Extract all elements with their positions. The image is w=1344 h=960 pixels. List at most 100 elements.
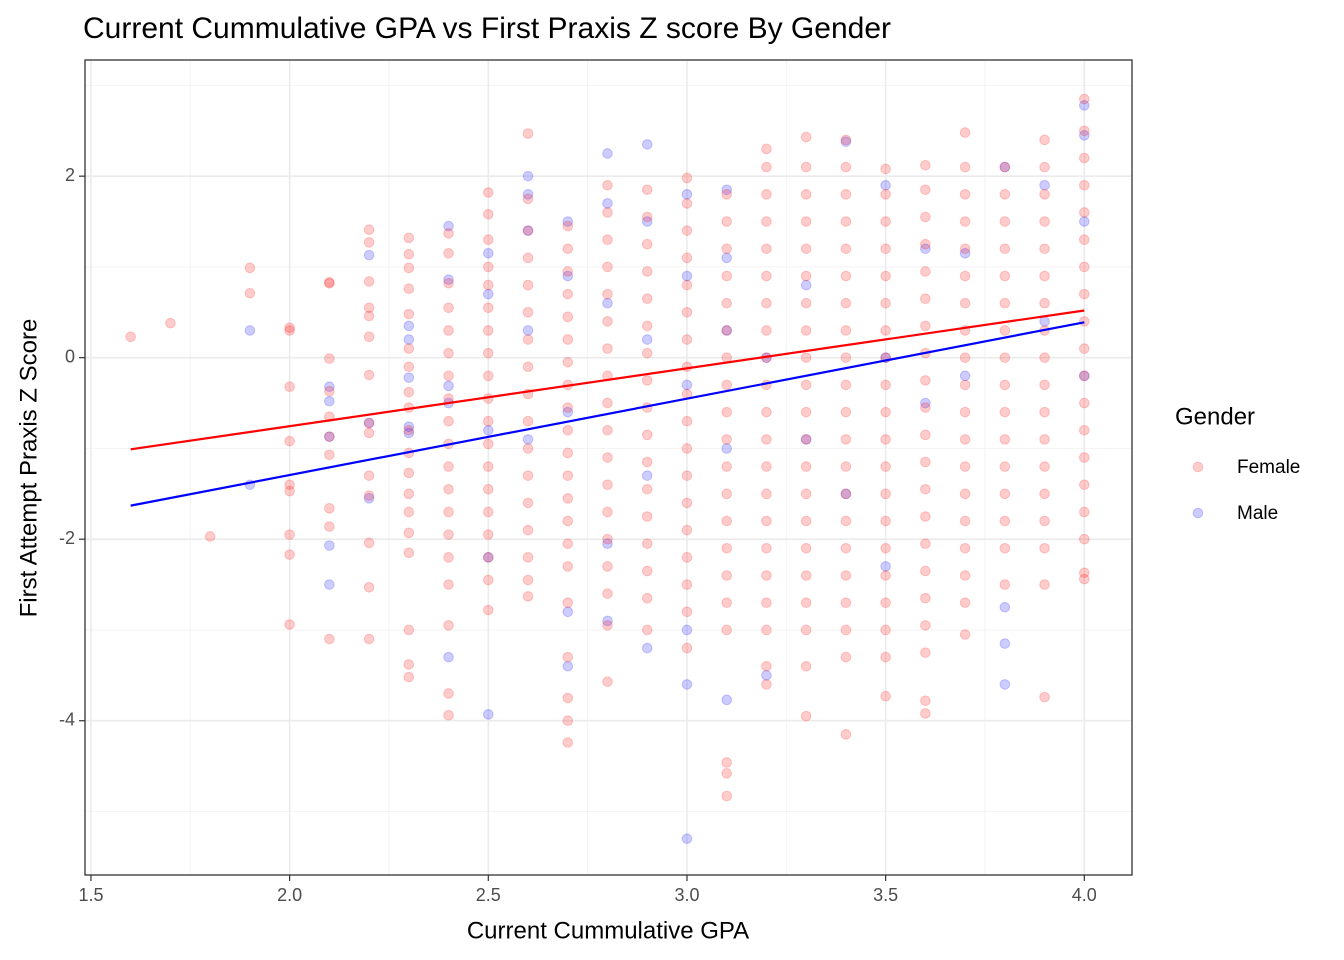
point <box>641 592 653 604</box>
point <box>483 279 494 291</box>
point <box>562 715 574 727</box>
point <box>483 529 494 540</box>
point <box>522 552 534 563</box>
point <box>1039 270 1050 282</box>
point <box>999 434 1011 445</box>
point <box>999 352 1011 363</box>
point <box>800 189 812 200</box>
point <box>800 570 812 581</box>
point <box>125 331 136 343</box>
point <box>363 276 375 287</box>
point <box>602 561 613 572</box>
point <box>403 283 415 295</box>
point <box>761 143 772 155</box>
point <box>1079 370 1090 382</box>
point <box>443 248 454 259</box>
point <box>522 225 534 236</box>
point <box>562 288 574 300</box>
point <box>522 325 534 336</box>
point <box>483 261 494 273</box>
point <box>562 270 574 282</box>
point <box>999 638 1011 649</box>
point <box>602 588 613 599</box>
point <box>483 552 494 563</box>
point <box>721 694 733 706</box>
point <box>1039 434 1050 445</box>
point <box>721 542 733 554</box>
point <box>761 216 772 227</box>
point <box>363 490 375 501</box>
point <box>880 542 891 554</box>
point <box>800 297 812 309</box>
point <box>483 187 494 198</box>
point <box>1039 134 1050 146</box>
point <box>840 515 852 527</box>
point <box>800 434 812 445</box>
point <box>522 170 534 182</box>
point <box>562 266 574 277</box>
point <box>959 127 971 138</box>
point <box>602 207 613 218</box>
point <box>721 757 733 768</box>
point <box>522 361 534 373</box>
point <box>840 570 852 581</box>
point <box>363 493 375 504</box>
point <box>721 406 733 418</box>
point <box>761 570 772 581</box>
point <box>562 692 574 704</box>
point <box>1039 243 1050 255</box>
point <box>880 434 891 445</box>
point <box>284 322 295 334</box>
point <box>562 597 574 609</box>
point <box>681 279 693 291</box>
point <box>443 709 454 721</box>
point <box>880 189 891 200</box>
point <box>840 542 852 554</box>
point <box>522 128 534 139</box>
trend-line <box>130 321 1085 507</box>
point <box>602 506 613 518</box>
point <box>324 633 335 645</box>
point <box>721 768 733 779</box>
point <box>641 375 653 386</box>
point <box>443 688 454 699</box>
point <box>959 161 971 173</box>
point <box>681 270 693 282</box>
point <box>363 237 375 248</box>
point <box>522 574 534 586</box>
point <box>721 325 733 336</box>
plot-border <box>84 59 1133 876</box>
point <box>959 597 971 609</box>
point <box>403 421 415 432</box>
point <box>959 270 971 282</box>
point <box>1039 461 1050 472</box>
point <box>840 243 852 255</box>
point <box>443 302 454 314</box>
point <box>443 506 454 518</box>
point <box>761 542 772 554</box>
point <box>999 270 1011 282</box>
point <box>641 238 653 250</box>
x-tick-label: 2.5 <box>476 885 501 905</box>
y-axis-label: First Attempt Praxis Z Score <box>15 319 42 618</box>
point <box>562 424 574 436</box>
point <box>403 527 415 539</box>
point <box>403 386 415 398</box>
point <box>920 211 931 223</box>
legend-marker <box>1192 461 1204 473</box>
point <box>641 184 653 196</box>
point <box>562 311 574 323</box>
point <box>562 356 574 368</box>
point <box>165 317 176 329</box>
point <box>284 325 295 336</box>
point <box>920 243 931 255</box>
point <box>324 540 335 551</box>
point <box>840 488 852 500</box>
point <box>761 624 772 636</box>
point <box>443 620 454 631</box>
point <box>324 277 335 288</box>
point <box>721 189 733 200</box>
point <box>761 270 772 282</box>
point <box>959 248 971 259</box>
y-tick-label: 0 <box>65 346 75 366</box>
